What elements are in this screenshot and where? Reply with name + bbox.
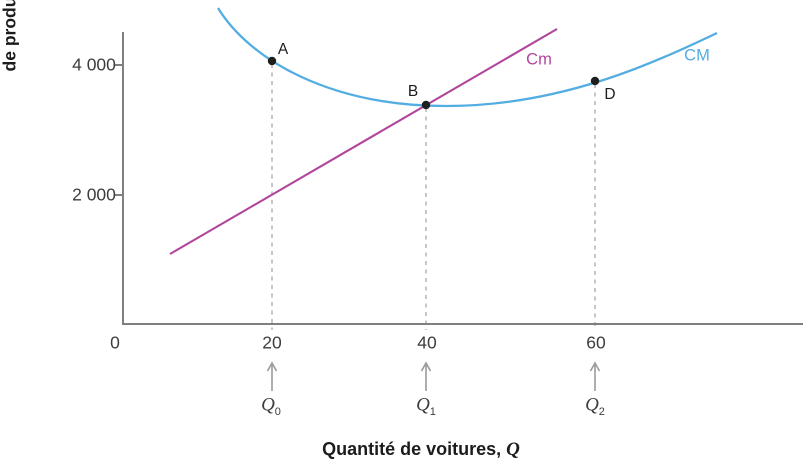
arrow-up-q0-icon — [266, 361, 278, 391]
point-b-label: B — [407, 83, 419, 100]
q1-marker: Q1 — [416, 394, 436, 418]
q2-sub: 2 — [598, 405, 605, 418]
x-axis-title-variable: Q — [506, 439, 520, 460]
x-axis-title: Quantité de voitures, Q — [322, 439, 520, 461]
arrow-up-q1-icon — [420, 361, 432, 391]
x-tick-label-20: 20 — [262, 332, 282, 353]
q2-base: Q — [585, 394, 599, 416]
x-tick-label-60: 60 — [586, 332, 606, 353]
x-tick-label-0: 0 — [110, 332, 120, 353]
point-a-label: A — [277, 41, 289, 58]
marginal-cost-line — [169, 28, 558, 255]
q0-base: Q — [261, 394, 275, 416]
y-tick-label-2000: 2 000 — [72, 184, 116, 205]
q1-base: Q — [416, 394, 430, 416]
arrow-up-q2-icon — [589, 361, 601, 391]
x-tick-label-40: 40 — [417, 332, 437, 353]
y-axis-title: Coûts moyen et marginal de production ($… — [0, 0, 21, 405]
x-axis-title-text: Quantité de voitures, — [322, 439, 507, 459]
average-cost-curve — [217, 7, 718, 108]
point-b-dot — [421, 100, 431, 110]
point-d-dot — [590, 76, 600, 86]
y-tick-label-4000: 4 000 — [72, 54, 116, 75]
point-a-dot — [267, 56, 277, 66]
y-axis-title-line2: de production ($) — [0, 0, 20, 72]
marginal-cost-curve-label: Cm — [526, 50, 552, 69]
q0-sub: 0 — [274, 405, 281, 418]
q1-sub: 1 — [429, 405, 436, 418]
q-marker-arrows — [266, 361, 601, 391]
q2-marker: Q2 — [585, 394, 605, 418]
average-cost-curve-label: CM — [684, 46, 710, 65]
point-d-label: D — [604, 86, 616, 103]
q0-marker: Q0 — [261, 394, 281, 418]
